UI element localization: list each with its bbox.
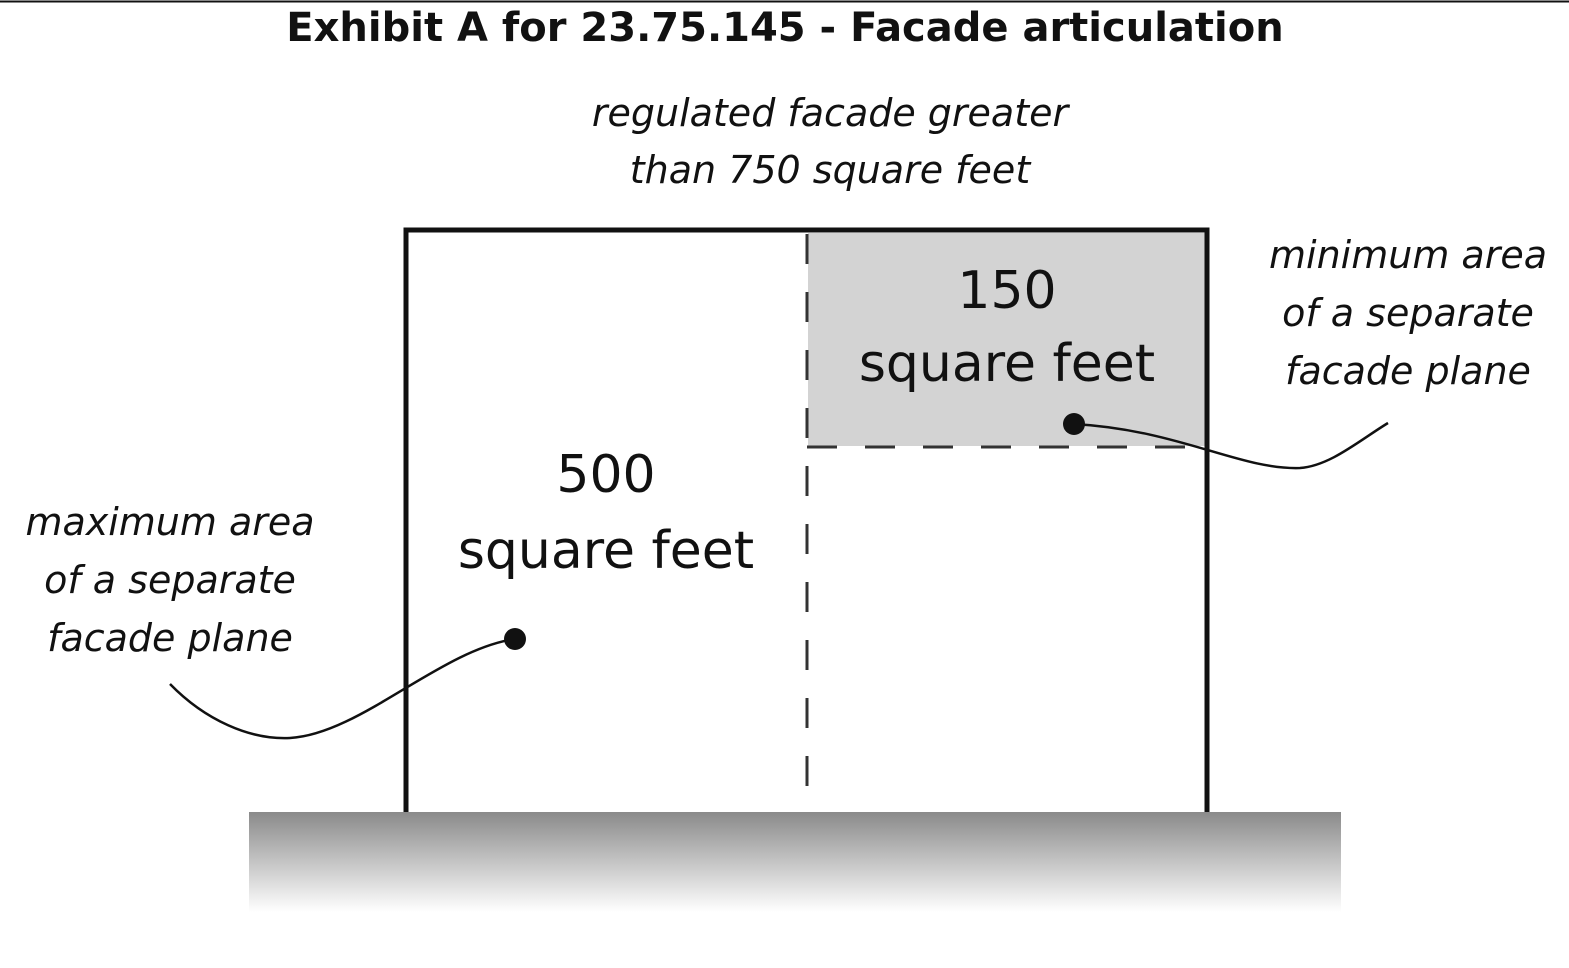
minimum-plane-area [808,233,1206,446]
large-area-unit: square feet [458,521,754,581]
ground-slab [249,812,1341,912]
max-callout-line-3: facade plane [47,616,293,660]
max-callout-line-1: maximum area [25,500,314,544]
max-callout-line-2: of a separate [44,558,296,602]
large-area-value: 500 [556,445,655,505]
min-callout-dot [1063,413,1085,435]
facade-label-line-2: than 750 square feet [630,148,1033,192]
max-callout-dot [504,628,526,650]
page-title: Exhibit A for 23.75.145 - Facade articul… [286,5,1283,51]
min-callout-leader [1073,421,1389,470]
max-callout-leader [169,637,516,740]
facade-label-line-1: regulated facade greater [592,91,1071,135]
small-area-unit: square feet [859,334,1155,394]
small-area-value: 150 [957,261,1056,321]
min-callout-line-2: of a separate [1282,291,1534,335]
facade-outline [403,227,1210,812]
min-callout-line-3: facade plane [1285,349,1531,393]
min-callout-line-1: minimum area [1269,233,1547,277]
